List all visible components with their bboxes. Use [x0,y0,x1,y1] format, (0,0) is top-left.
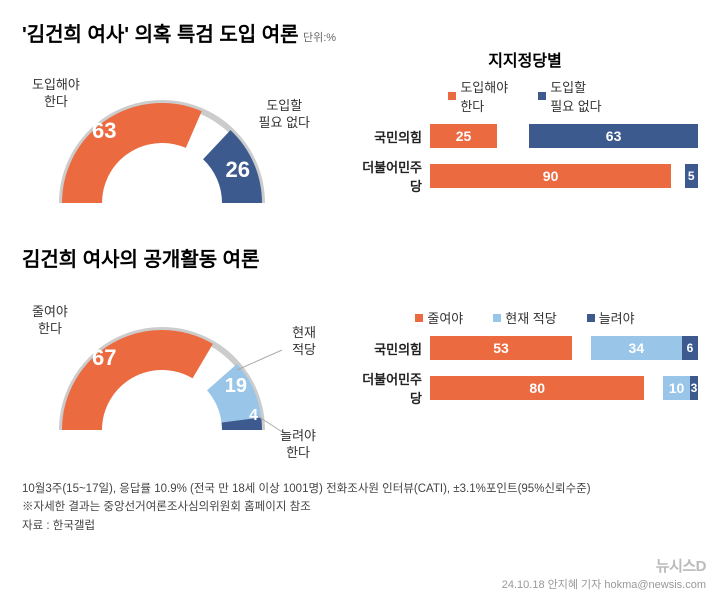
footnote-1: 10월3주(15~17일), 응답률 10.9% (전국 만 18세 이상 10… [22,480,698,498]
gauge2-left-value: 67 [92,345,116,371]
legend-swatch [587,314,595,322]
legend-label: 도입해야 한다 [460,77,508,115]
bar-row: 국민의힘53 346 [352,336,698,360]
footnote-block: 10월3주(15~17일), 응답률 10.9% (전국 만 18세 이상 10… [22,480,698,535]
legend-label: 줄여야 [427,308,463,327]
bar-segment: 25 [430,124,497,148]
unit-label: 단위:% [303,32,336,44]
legend-swatch [493,314,501,322]
bar-track: 25 63 [430,124,698,148]
party-label: 더불어민주당 [352,157,430,195]
gauge2-right-label: 늘려야 한다 [280,428,316,462]
bars2-legend: 줄여야 현재 적당 늘려야 [352,308,698,327]
bar-segment: 6 [682,336,698,360]
footnote-2: ※자세한 결과는 중앙선거여론조사심의위원회 홈페이지 참조 [22,498,698,516]
gauge1-left-label: 도입해야 한다 [32,77,80,111]
gauge2-left-label: 줄여야 한다 [32,304,68,338]
bar-segment: 63 [529,124,698,148]
gauge-1: 도입해야 한다 63 도입할 필요 없다 26 [22,47,332,233]
gauge1-left-value: 63 [92,118,116,144]
bar-row: 더불어민주당80 103 [352,369,698,407]
bar-segment [497,124,529,148]
bar-row: 더불어민주당90 5 [352,157,698,195]
bar-segment [572,336,591,360]
bar-segment: 10 [663,376,690,400]
bar-segment: 34 [591,336,682,360]
bar-track: 53 346 [430,336,698,360]
legend-swatch [415,314,423,322]
bars-1: 지지정당별 도입해야 한다 도입할 필요 없다 국민의힘25 63 더불어민주당90… [352,47,698,233]
by-party-title: 지지정당별 [352,47,698,71]
party-label: 더불어민주당 [352,369,430,407]
gauge2-mid-value: 19 [225,375,247,398]
bar-segment: 80 [430,376,644,400]
bars-2: 줄여야 현재 적당 늘려야 국민의힘53 346 더불어민주당80 103 [352,274,698,460]
bar-segment [644,376,663,400]
bar-segment: 5 [685,164,698,188]
party-label: 국민의힘 [352,127,430,146]
title-2: 김건희 여사의 공개활동 여론 [22,243,698,272]
gauge1-right-value: 26 [226,157,250,183]
gauge1-right-label: 도입할 필요 없다 [259,98,310,132]
legend-label: 현재 적당 [505,308,556,327]
bar-segment [671,164,684,188]
main-title: '김건희 여사' 의혹 특검 도입 여론 [22,24,299,46]
legend-label: 늘려야 [599,308,635,327]
credit: 24.10.18 안지혜 기자 hokma@newsis.com [502,576,706,592]
watermark: 뉴시스D [656,555,706,576]
bar-track: 90 5 [430,164,698,188]
gauge2-mid-label: 현재 적당 [292,325,316,359]
footnote-3: 자료 : 한국갤럽 [22,517,698,535]
bar-row: 국민의힘25 63 [352,124,698,148]
gauge-2: 줄여야 한다 67 현재 적당 19 늘려야 한다 4 [22,274,332,460]
gauge2-right-value: 4 [249,407,258,425]
legend-swatch [538,92,546,100]
legend-swatch [448,92,456,100]
bar-track: 80 103 [430,376,698,400]
bar-segment: 3 [690,376,698,400]
bars1-legend: 도입해야 한다 도입할 필요 없다 [352,77,698,115]
legend-label: 도입할 필요 없다 [550,77,601,115]
bar-segment: 90 [430,164,671,188]
party-label: 국민의힘 [352,339,430,358]
bar-segment: 53 [430,336,572,360]
